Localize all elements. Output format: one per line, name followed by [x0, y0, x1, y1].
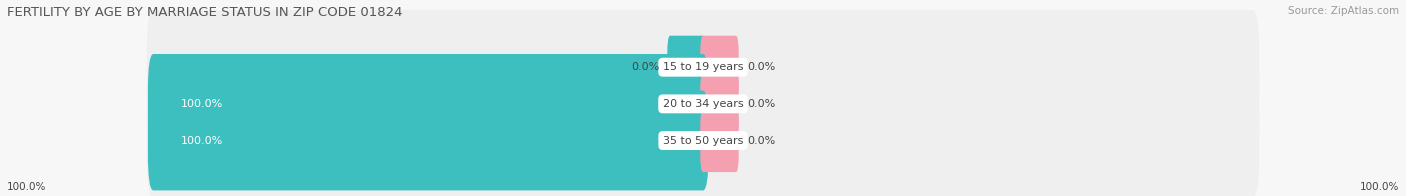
Text: 15 to 19 years: 15 to 19 years — [662, 62, 744, 72]
Text: 0.0%: 0.0% — [631, 62, 659, 72]
FancyBboxPatch shape — [700, 109, 738, 172]
Text: 0.0%: 0.0% — [747, 136, 775, 146]
FancyBboxPatch shape — [146, 10, 710, 124]
FancyBboxPatch shape — [146, 83, 710, 196]
FancyBboxPatch shape — [696, 47, 1260, 161]
Text: 0.0%: 0.0% — [747, 62, 775, 72]
Text: 100.0%: 100.0% — [1360, 182, 1399, 192]
FancyBboxPatch shape — [148, 54, 709, 154]
Text: 0.0%: 0.0% — [747, 99, 775, 109]
FancyBboxPatch shape — [148, 91, 709, 191]
FancyBboxPatch shape — [696, 10, 1260, 124]
Text: 35 to 50 years: 35 to 50 years — [662, 136, 744, 146]
Text: Source: ZipAtlas.com: Source: ZipAtlas.com — [1288, 6, 1399, 16]
Text: FERTILITY BY AGE BY MARRIAGE STATUS IN ZIP CODE 01824: FERTILITY BY AGE BY MARRIAGE STATUS IN Z… — [7, 6, 402, 19]
FancyBboxPatch shape — [668, 36, 706, 99]
Text: 100.0%: 100.0% — [7, 182, 46, 192]
FancyBboxPatch shape — [146, 47, 710, 161]
FancyBboxPatch shape — [700, 36, 738, 99]
Text: 100.0%: 100.0% — [181, 136, 224, 146]
Text: 20 to 34 years: 20 to 34 years — [662, 99, 744, 109]
Text: 100.0%: 100.0% — [181, 99, 224, 109]
FancyBboxPatch shape — [696, 83, 1260, 196]
FancyBboxPatch shape — [700, 72, 738, 135]
